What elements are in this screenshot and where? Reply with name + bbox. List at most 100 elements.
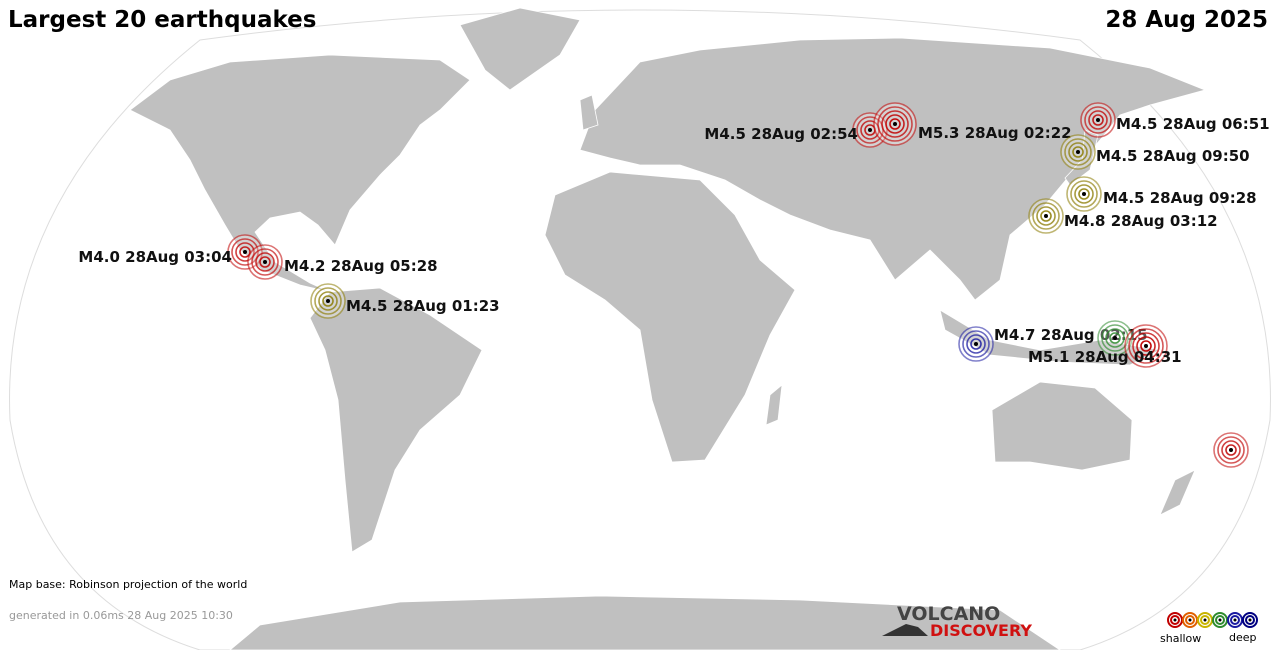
marker-center xyxy=(263,260,267,264)
legend-center xyxy=(1248,618,1252,622)
marker-ring xyxy=(1078,188,1090,200)
title: Largest 20 earthquakes xyxy=(8,7,316,33)
australia xyxy=(991,381,1133,471)
legend-center xyxy=(1188,618,1192,622)
marker-ring xyxy=(1132,332,1160,360)
marker-ring xyxy=(1105,328,1125,348)
legend-ring xyxy=(1230,615,1240,625)
earthquake-label: M4.0 28Aug 03:04 xyxy=(78,248,232,266)
legend: shallow deep xyxy=(1160,612,1258,645)
marker-ring xyxy=(1109,332,1121,344)
earthquake-marker xyxy=(1060,134,1096,170)
earthquake-marker xyxy=(310,283,346,319)
marker-ring xyxy=(255,252,275,272)
marker-ring xyxy=(314,287,342,315)
legend-ring xyxy=(1200,615,1210,625)
earthquake-marker xyxy=(1213,432,1249,468)
earthquake-label: M4.5 28Aug 02:54 xyxy=(704,125,858,143)
marker-ring xyxy=(1072,146,1084,158)
earthquake-marker xyxy=(873,102,917,146)
greenland xyxy=(459,7,581,91)
marker-center xyxy=(1044,214,1048,218)
earthquake-label: M5.1 28Aug 04:31 xyxy=(1028,348,1182,366)
earthquake-label: M4.5 28Aug 01:23 xyxy=(346,297,500,315)
earthquake-marker xyxy=(1028,198,1064,234)
legend-center xyxy=(1218,618,1222,622)
earthquake-marker xyxy=(1066,176,1102,212)
marker-center xyxy=(974,342,978,346)
marker-ring xyxy=(1036,206,1056,226)
uk xyxy=(579,94,599,131)
marker-ring xyxy=(1040,210,1052,222)
marker-center xyxy=(326,299,330,303)
legend-ring xyxy=(1185,615,1195,625)
marker-ring xyxy=(966,334,986,354)
marker-ring xyxy=(970,338,982,350)
earthquake-label: M4.5 28Aug 09:50 xyxy=(1096,147,1250,165)
marker-ring xyxy=(318,291,338,311)
marker-center xyxy=(1082,192,1086,196)
earthquake-label: M4.2 28Aug 05:28 xyxy=(284,257,438,275)
marker-ring xyxy=(231,238,259,266)
new-zealand xyxy=(1159,469,1196,516)
earthquake-marker xyxy=(1124,324,1168,368)
marker-ring xyxy=(322,295,334,307)
marker-ring xyxy=(259,256,271,268)
marker-ring xyxy=(885,114,905,134)
marker-ring xyxy=(1070,180,1098,208)
legend-ring xyxy=(1170,615,1180,625)
legend-ring xyxy=(1242,612,1258,628)
africa xyxy=(544,171,796,463)
marker-center xyxy=(243,250,247,254)
logo-volcano: VOLCANO xyxy=(897,603,1000,625)
marker-center xyxy=(1229,448,1233,452)
marker-ring xyxy=(1225,444,1237,456)
earthquake-label: M4.5 28Aug 09:28 xyxy=(1103,189,1257,207)
legend-deep: deep xyxy=(1229,631,1257,644)
legend-center xyxy=(1203,618,1207,622)
earthquake-label: M4.5 28Aug 06:51 xyxy=(1116,115,1270,133)
marker-ring xyxy=(1221,440,1241,460)
marker-ring xyxy=(1128,328,1164,364)
marker-ring xyxy=(1217,436,1245,464)
marker-ring xyxy=(881,110,909,138)
earthquake-marker xyxy=(227,234,263,270)
quakes: M4.0 28Aug 03:04 M4.2 28Aug 05:28 M4.5 28A… xyxy=(78,102,1270,468)
earthquake-marker xyxy=(1097,320,1133,356)
north-america xyxy=(129,54,471,293)
marker-ring xyxy=(239,246,251,258)
marker-ring xyxy=(1064,138,1092,166)
marker-center xyxy=(1096,118,1100,122)
marker-ring xyxy=(1074,184,1094,204)
marker-center xyxy=(1144,344,1148,348)
marker-ring xyxy=(877,106,913,142)
earthquake-marker xyxy=(1080,102,1116,138)
generated-note: generated in 0.06ms 28 Aug 2025 10:30 xyxy=(9,609,233,622)
earthquake-marker xyxy=(247,244,283,280)
marker-ring xyxy=(1101,324,1129,352)
legend-ring xyxy=(1215,615,1225,625)
legend-center xyxy=(1233,618,1237,622)
earthquake-label: M4.8 28Aug 03:12 xyxy=(1064,212,1218,230)
madagascar xyxy=(765,384,783,426)
marker-ring xyxy=(889,118,901,130)
date: 28 Aug 2025 xyxy=(1105,7,1268,33)
marker-ring xyxy=(235,242,255,262)
legend-shallow: shallow xyxy=(1160,632,1201,645)
earthquake-marker xyxy=(958,326,994,362)
south-america xyxy=(309,287,483,553)
logo-discovery: DISCOVERY xyxy=(930,621,1032,640)
marker-ring xyxy=(1088,110,1108,130)
legend-ring xyxy=(1245,615,1255,625)
marker-ring xyxy=(1140,340,1152,352)
marker-center xyxy=(1113,336,1117,340)
marker-ring xyxy=(1084,106,1112,134)
eurasia xyxy=(579,37,1207,301)
continents xyxy=(129,7,1207,650)
antarctica xyxy=(229,595,1061,650)
marker-ring xyxy=(251,248,279,276)
marker-center xyxy=(868,128,872,132)
marker-center xyxy=(1076,150,1080,154)
marker-ring xyxy=(962,330,990,358)
